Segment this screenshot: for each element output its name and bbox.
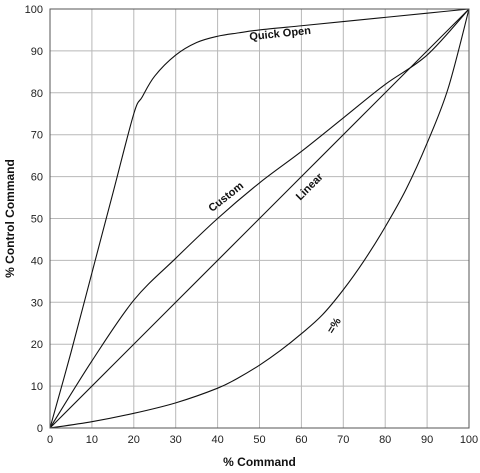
- x-tick-label: 80: [379, 434, 391, 446]
- x-tick-label: 60: [295, 434, 307, 446]
- y-tick-label: 80: [31, 88, 43, 100]
- y-tick-label: 20: [31, 339, 43, 351]
- custom-label: Custom: [206, 180, 246, 215]
- x-tick-label: 100: [460, 434, 478, 446]
- x-tick-label: 90: [421, 434, 433, 446]
- y-tick-label: 60: [31, 172, 43, 184]
- x-tick-label: 30: [170, 434, 182, 446]
- linear-label: Linear: [294, 171, 326, 203]
- series-lines: [49, 8, 470, 429]
- y-tick-label: 40: [31, 255, 43, 267]
- y-tick-label: 50: [31, 214, 43, 226]
- x-tick-label: 40: [211, 434, 223, 446]
- x-tick-label: 50: [253, 434, 265, 446]
- y-tick-label: 70: [31, 130, 43, 142]
- tick-labels: 0 10 20 30 40 50 60 70 80 90 100 0 10 20 30 40 50 60 70 80 9…: [25, 4, 479, 446]
- y-tick-label: 0: [37, 423, 43, 435]
- linear-line: [49, 8, 470, 429]
- equal-percent-label: =%: [325, 316, 344, 336]
- y-axis-title: % Control Command: [3, 159, 17, 278]
- quick-open-line: [49, 8, 470, 429]
- y-tick-label: 100: [25, 4, 43, 16]
- quick-open-label: Quick Open: [249, 25, 312, 43]
- x-tick-label: 70: [337, 434, 349, 446]
- x-tick-label: 20: [128, 434, 140, 446]
- y-tick-label: 30: [31, 297, 43, 309]
- y-tick-label: 90: [31, 46, 43, 58]
- equal-percent-line: [49, 8, 470, 429]
- x-tick-label: 10: [86, 434, 98, 446]
- plot-frame: [49, 8, 470, 429]
- custom-line: [49, 8, 470, 429]
- x-tick-label: 0: [47, 434, 53, 446]
- y-tick-label: 10: [31, 381, 43, 393]
- x-axis-title: % Command: [223, 455, 296, 469]
